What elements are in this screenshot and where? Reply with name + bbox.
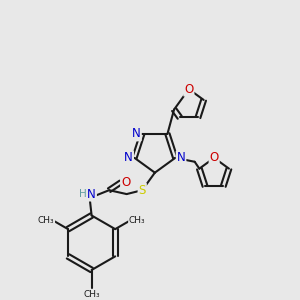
Text: CH₃: CH₃ — [129, 216, 146, 225]
Text: S: S — [139, 184, 146, 197]
Text: O: O — [121, 176, 130, 189]
Text: CH₃: CH₃ — [38, 216, 54, 225]
Text: O: O — [209, 152, 219, 164]
Text: N: N — [177, 152, 185, 164]
Text: N: N — [132, 128, 141, 140]
Text: CH₃: CH₃ — [83, 290, 100, 299]
Text: O: O — [184, 83, 194, 96]
Text: N: N — [124, 152, 133, 164]
Text: H: H — [79, 189, 87, 199]
Text: N: N — [87, 188, 96, 201]
